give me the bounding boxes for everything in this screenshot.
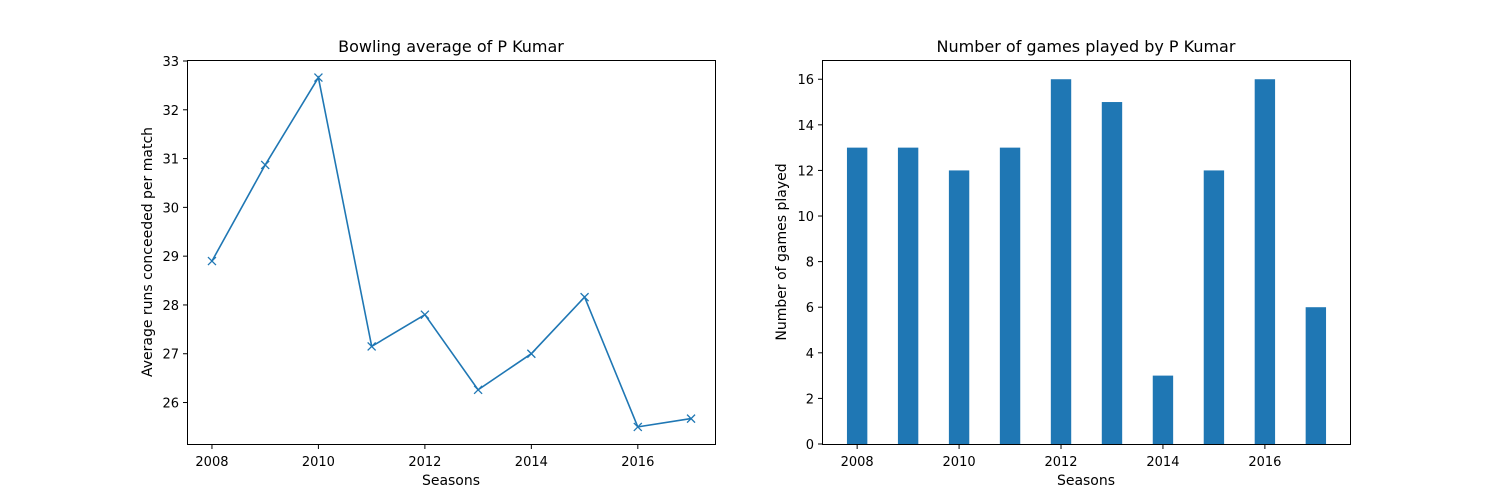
y-tick-label: 0: [806, 438, 814, 453]
line-chart-frame: [187, 60, 716, 445]
bar: [1152, 375, 1174, 444]
bar: [1050, 79, 1072, 444]
line-chart-x-ticks: 2008 2010 2012 2014 2016: [195, 444, 654, 470]
y-tick-label: 27: [162, 348, 179, 363]
y-tick-label: 31: [162, 153, 179, 168]
y-tick-label: 4: [806, 347, 814, 362]
data-point-marker: [367, 341, 377, 351]
bar: [897, 147, 919, 444]
bar: [846, 147, 868, 444]
line-chart-y-ticks: 26 27 28 29 30 31 32 33: [162, 55, 188, 412]
y-tick-label: 8: [806, 256, 814, 271]
bar-chart-y-label: Number of games played: [774, 163, 790, 340]
y-tick-label: 32: [162, 104, 179, 119]
data-point-marker: [313, 73, 323, 83]
y-tick-label: 12: [797, 164, 814, 179]
y-tick-label: 30: [162, 201, 179, 216]
bar-chart-title: Number of games played by P Kumar: [937, 37, 1236, 56]
y-tick-label: 6: [806, 301, 814, 316]
data-point-marker: [686, 414, 696, 424]
bar-chart-x-ticks: 2008 2010 2012 2014 2016: [841, 444, 1281, 470]
line-chart-title: Bowling average of P Kumar: [338, 37, 564, 56]
bar: [1101, 102, 1123, 445]
y-tick-label: 2: [806, 392, 814, 407]
bar-chart-y-ticks: 0 2 4 6 8 10 12 14 16: [797, 73, 823, 453]
y-tick-label: 14: [797, 119, 814, 134]
data-point-marker: [526, 349, 536, 359]
line-chart-x-label: Seasons: [422, 473, 480, 489]
y-tick-label: 16: [797, 73, 814, 88]
y-tick-label: 33: [162, 55, 179, 70]
x-tick-label: 2010: [943, 455, 976, 470]
bar-chart: Number of games played by P Kumar 2008 20…: [774, 37, 1351, 489]
series-line: [211, 75, 692, 428]
data-point-marker: [207, 256, 217, 266]
x-tick-label: 2010: [302, 455, 335, 470]
y-tick-label: 10: [797, 210, 814, 225]
x-tick-label: 2008: [195, 455, 228, 470]
x-tick-label: 2016: [621, 455, 654, 470]
bar: [1203, 170, 1225, 444]
bar: [999, 147, 1021, 444]
bar: [948, 170, 970, 444]
line-chart: Bowling average of P Kumar 2008 2010 2012 2…: [140, 37, 716, 489]
data-point-marker: [473, 385, 483, 395]
bar-chart-x-label: Seasons: [1057, 473, 1115, 489]
data-point-marker: [420, 310, 430, 320]
bar: [1254, 79, 1276, 444]
bar-chart-plot: [846, 79, 1327, 445]
data-point-marker: [580, 292, 590, 302]
bar: [1305, 307, 1327, 444]
y-tick-label: 29: [162, 250, 179, 265]
bar-chart-frame: [822, 60, 1351, 445]
x-tick-label: 2014: [515, 455, 548, 470]
data-point-marker: [260, 160, 270, 170]
y-tick-label: 26: [162, 397, 179, 412]
x-tick-label: 2012: [408, 455, 441, 470]
line-chart-y-label: Average runs conceeded per match: [140, 127, 156, 377]
x-tick-label: 2016: [1248, 455, 1281, 470]
x-tick-label: 2008: [841, 455, 874, 470]
y-tick-label: 28: [162, 299, 179, 314]
line-chart-plot: [207, 73, 696, 432]
x-tick-label: 2012: [1044, 455, 1077, 470]
data-point-marker: [633, 422, 643, 432]
x-tick-label: 2014: [1146, 455, 1179, 470]
